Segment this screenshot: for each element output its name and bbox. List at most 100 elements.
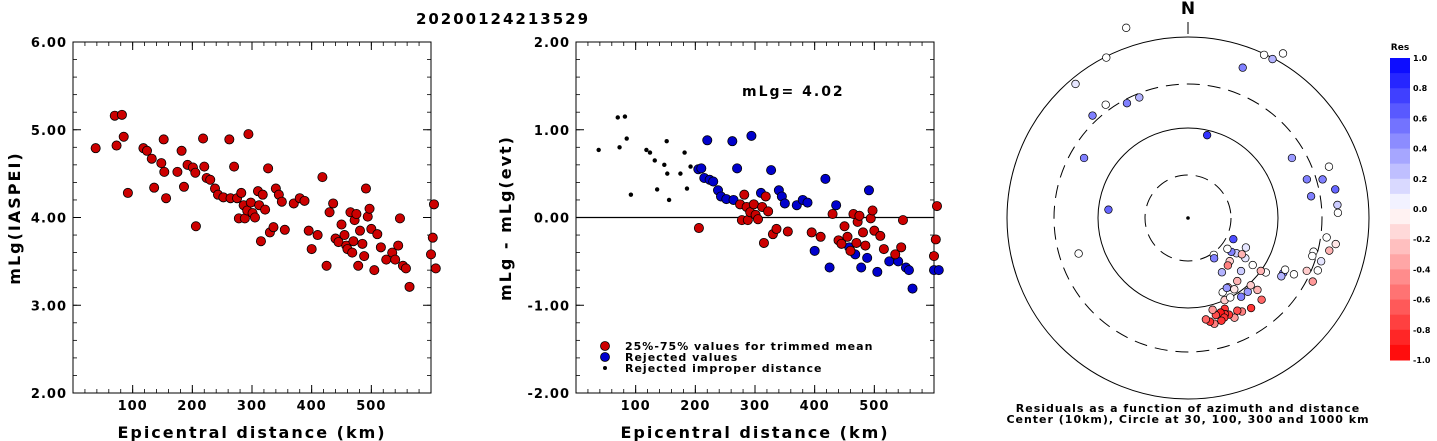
trimmed-point [827, 208, 838, 219]
colorbar-block [1390, 103, 1410, 119]
x-tick-label: 400 [800, 399, 830, 414]
colorbar-tick-label: -1.0 [1413, 356, 1431, 365]
trimmed-point [806, 227, 817, 238]
trimmed-point [752, 214, 763, 225]
x-tick-label: 200 [680, 399, 710, 414]
station-point [1278, 49, 1288, 58]
data-point [359, 251, 370, 262]
ring-100km [1097, 127, 1279, 309]
station-point [1248, 260, 1257, 270]
colorbar-tick-label: 0.6 [1413, 114, 1428, 123]
colorbar-block [1390, 284, 1410, 301]
data-point [260, 204, 271, 215]
y-tick-label: -1.00 [528, 299, 570, 314]
rejected-point [746, 130, 757, 141]
data-point [390, 254, 401, 265]
rejected-point [708, 176, 719, 187]
improper-distance-point [684, 186, 690, 191]
data-point [176, 145, 187, 156]
colorbar-block [1390, 73, 1410, 89]
colorbar-blocks [1390, 58, 1410, 361]
x-tick-label: 300 [237, 399, 267, 414]
improper-distance-point [664, 138, 669, 144]
colorbar-block [1390, 224, 1410, 240]
station-point [1256, 266, 1265, 276]
data-point [141, 145, 152, 156]
data-point [245, 197, 256, 208]
y-tick-label: 1.00 [534, 124, 570, 139]
colorbar-block [1390, 88, 1410, 104]
station-point [1308, 251, 1317, 261]
x-tick-label: 100 [621, 399, 651, 414]
data-point [172, 166, 183, 177]
colorbar-tick-label: 0.2 [1413, 175, 1427, 184]
station-point [1277, 272, 1286, 281]
rejected-point [862, 252, 873, 263]
trimmed-point [693, 223, 704, 234]
station-point [1217, 268, 1227, 277]
residual-distance-panel: 100 200 300 400 500 -2.00 -1.00 0.00 1.00 2.00 mL… [496, 36, 944, 441]
station-point [1259, 50, 1269, 60]
station-point [1223, 244, 1232, 253]
data-point [178, 181, 189, 192]
colorbar-tick-label: -0.4 [1413, 265, 1431, 274]
colorbar-block [1390, 269, 1410, 285]
colorbar-block [1390, 58, 1410, 74]
trimmed-point [929, 251, 940, 262]
x-tick-label: 400 [297, 399, 327, 414]
data-point [199, 161, 210, 172]
station-point [1071, 79, 1080, 89]
station-point [1237, 250, 1247, 259]
station-point [1233, 306, 1242, 315]
station-point [1280, 265, 1290, 274]
station-point [1316, 257, 1326, 266]
colorbar-block [1390, 209, 1410, 225]
data-point [324, 207, 335, 218]
panel3-points [1071, 23, 1343, 328]
station-point [1079, 153, 1089, 163]
rejected-point [872, 266, 883, 277]
improper-distance-point [624, 136, 629, 141]
data-point [430, 263, 441, 274]
trimmed-point [875, 230, 886, 241]
station-point [1226, 293, 1235, 302]
legend-rejected-marker [600, 352, 610, 362]
data-point [357, 238, 368, 249]
data-point [347, 247, 358, 258]
y-tick-label: 4.00 [31, 212, 67, 227]
station-point [1230, 285, 1239, 294]
legend-improper-label: Rejected improper distance [625, 362, 822, 375]
station-point [1324, 162, 1334, 171]
station-point [1209, 254, 1219, 263]
data-point [190, 167, 201, 178]
rejected-point [779, 198, 790, 209]
data-point [255, 236, 266, 247]
colorbar-tick-label: -0.6 [1413, 296, 1431, 305]
data-point [149, 182, 160, 193]
rejected-point [809, 245, 820, 256]
x-tick-label: 500 [356, 399, 386, 414]
rejected-point [824, 262, 835, 273]
data-point [303, 225, 314, 236]
station-point [1104, 205, 1113, 214]
ring-300km [1053, 83, 1323, 353]
data-point [122, 187, 133, 198]
data-point [336, 219, 347, 230]
colorbar-tick-label: -0.2 [1413, 235, 1431, 244]
colorbar-block [1390, 329, 1410, 346]
colorbar: Res 1.0 0.8 0.6 0.4 0.2 0.0 -0.2 -0.4 -0.6 -0.8 -1… [1390, 43, 1431, 365]
trimmed-point [867, 205, 878, 216]
data-point [348, 236, 359, 247]
data-point [328, 198, 339, 209]
magnitude-distance-panel: 100 200 300 400 500 2.00 3.00 4.00 5.00 6.00 mLg(… [5, 36, 441, 441]
station-point [1325, 246, 1334, 255]
rejected-point [702, 135, 713, 146]
improper-distance-point [666, 197, 672, 203]
y-tick-label: 2.00 [534, 36, 570, 51]
data-point [198, 133, 209, 144]
station-point [1202, 131, 1212, 140]
improper-distance-point [652, 158, 657, 163]
station-point [1289, 270, 1299, 279]
station-point [1074, 249, 1083, 258]
